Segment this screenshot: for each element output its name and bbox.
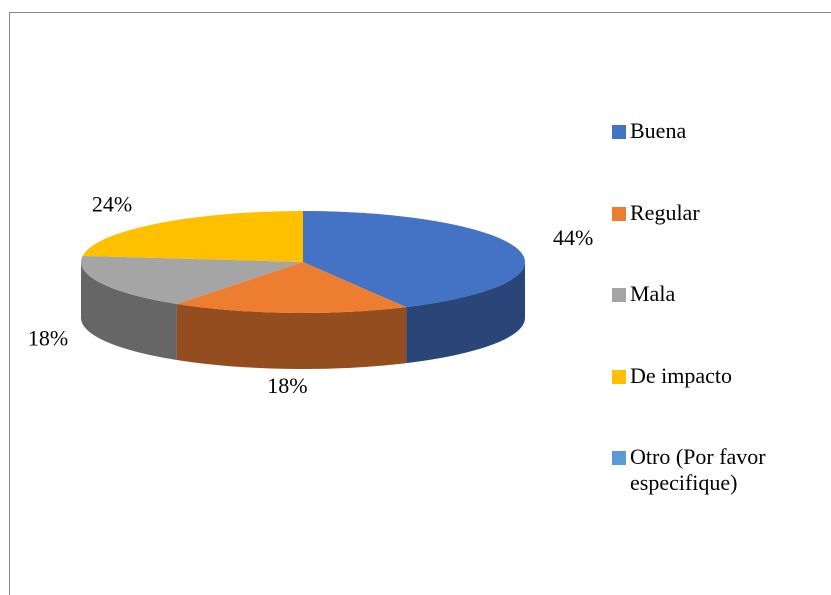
legend-swatch xyxy=(612,288,626,302)
slice xyxy=(176,262,407,313)
legend-label: Buena xyxy=(630,118,687,143)
legend-label: Mala xyxy=(630,281,676,306)
slice-side xyxy=(176,303,407,369)
legend-entry: Buena xyxy=(612,118,812,200)
legend: Buena Regular Mala De impacto Otro (Por favo… xyxy=(612,118,812,526)
slice-side-shade xyxy=(406,262,525,364)
legend-entry: De impacto xyxy=(612,363,812,445)
legend-swatch xyxy=(612,451,626,465)
legend-label: Regular xyxy=(630,199,700,225)
data-label: 18% xyxy=(267,373,307,398)
legend-entry: Otro (Por favor especifique) xyxy=(612,444,812,526)
data-label: 44% xyxy=(553,225,593,250)
pie-tops xyxy=(81,211,526,313)
slice xyxy=(81,255,303,304)
legend-label: De impacto xyxy=(630,362,733,388)
legend-entry: Regular xyxy=(612,200,812,282)
slice-side-shade xyxy=(176,303,407,369)
legend-swatch xyxy=(612,206,626,221)
chart-frame xyxy=(9,12,831,595)
slice-side xyxy=(80,262,177,360)
pie-sides xyxy=(80,262,525,369)
data-label: 24% xyxy=(92,191,132,216)
slice-side xyxy=(406,262,525,364)
data-labels: 44% 18% 18% 24% xyxy=(28,191,594,397)
slice xyxy=(303,211,526,308)
legend-entry: Mala xyxy=(612,281,812,363)
legend-label: Otro (Por favor especifique) xyxy=(630,444,766,495)
data-label: 18% xyxy=(28,325,68,350)
legend-swatch xyxy=(612,369,626,384)
slice xyxy=(82,211,304,262)
legend-swatch xyxy=(612,125,626,139)
slice-side-shade xyxy=(80,262,177,360)
